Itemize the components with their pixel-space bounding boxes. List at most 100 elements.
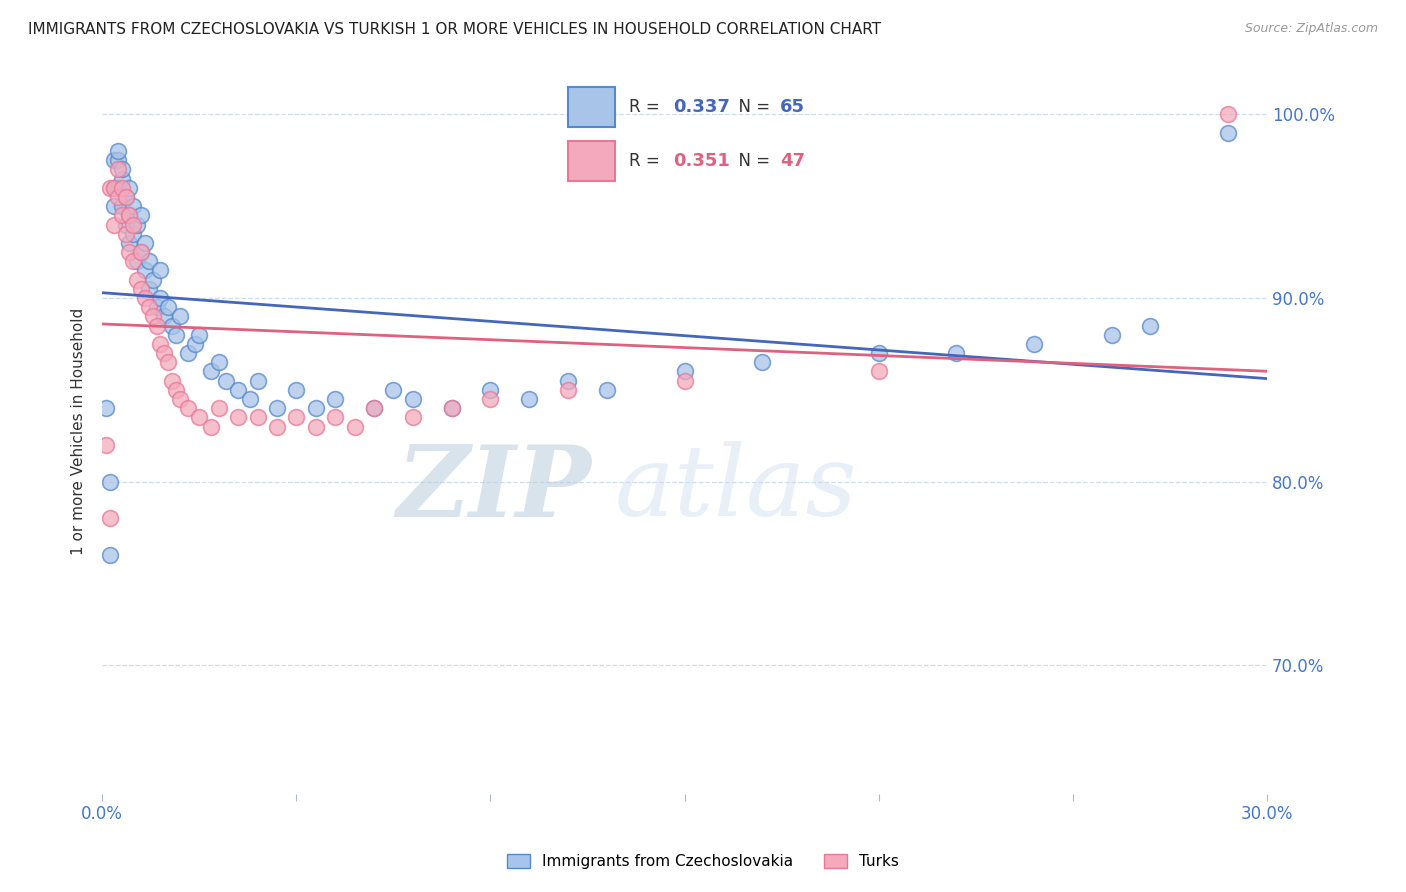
Point	[127, 218, 149, 232]
Text: IMMIGRANTS FROM CZECHOSLOVAKIA VS TURKISH 1 OR MORE VEHICLES IN HOUSEHOLD CORREL: IMMIGRANTS FROM CZECHOSLOVAKIA VS TURKIS…	[28, 22, 882, 37]
Point	[160, 318, 183, 333]
Point	[138, 254, 160, 268]
Point	[129, 282, 152, 296]
Point	[138, 300, 160, 314]
Point	[127, 254, 149, 268]
Point	[149, 263, 172, 277]
Point	[382, 383, 405, 397]
Point	[114, 227, 136, 241]
Point	[122, 218, 145, 232]
Point	[363, 401, 385, 416]
Point	[440, 401, 463, 416]
Point	[134, 263, 156, 277]
Text: 0.351: 0.351	[673, 152, 730, 170]
Point	[402, 410, 425, 425]
Point	[111, 171, 134, 186]
Point	[114, 218, 136, 232]
Point	[479, 383, 502, 397]
Point	[98, 548, 121, 562]
Point	[226, 410, 249, 425]
Point	[517, 392, 540, 406]
Point	[111, 199, 134, 213]
Point	[176, 401, 198, 416]
Point	[111, 162, 134, 177]
Point	[751, 355, 773, 369]
Text: Source: ZipAtlas.com: Source: ZipAtlas.com	[1244, 22, 1378, 36]
Point	[176, 346, 198, 360]
Point	[266, 419, 288, 434]
FancyBboxPatch shape	[568, 141, 614, 181]
Point	[868, 364, 890, 378]
Point	[149, 291, 172, 305]
Point	[246, 374, 269, 388]
Text: atlas: atlas	[614, 442, 858, 537]
Point	[129, 208, 152, 222]
Point	[107, 181, 129, 195]
Point	[111, 208, 134, 222]
Point	[134, 291, 156, 305]
Point	[118, 208, 141, 222]
Text: N =: N =	[728, 152, 775, 170]
Point	[557, 383, 579, 397]
Point	[160, 374, 183, 388]
Text: ZIP: ZIP	[396, 441, 592, 537]
Point	[239, 392, 262, 406]
Point	[153, 310, 176, 324]
Point	[98, 181, 121, 195]
Point	[305, 419, 328, 434]
Point	[145, 300, 167, 314]
Point	[122, 199, 145, 213]
Point	[157, 355, 180, 369]
Point	[142, 310, 165, 324]
Point	[945, 346, 967, 360]
Point	[169, 310, 191, 324]
Point	[323, 410, 346, 425]
Y-axis label: 1 or more Vehicles in Household: 1 or more Vehicles in Household	[72, 308, 86, 555]
Point	[226, 383, 249, 397]
Point	[107, 153, 129, 168]
Point	[111, 181, 134, 195]
Point	[200, 364, 222, 378]
Point	[1216, 107, 1239, 121]
Point	[596, 383, 619, 397]
Text: N =: N =	[728, 97, 775, 116]
Point	[142, 272, 165, 286]
Point	[246, 410, 269, 425]
Point	[149, 337, 172, 351]
Point	[215, 374, 238, 388]
Point	[1022, 337, 1045, 351]
Point	[118, 208, 141, 222]
Point	[98, 511, 121, 525]
Point	[169, 392, 191, 406]
Point	[94, 401, 117, 416]
Point	[94, 438, 117, 452]
Point	[145, 318, 167, 333]
Point	[103, 218, 125, 232]
Point	[673, 364, 696, 378]
Point	[103, 181, 125, 195]
Point	[157, 300, 180, 314]
Point	[266, 401, 288, 416]
Point	[557, 374, 579, 388]
Point	[118, 181, 141, 195]
Point	[673, 374, 696, 388]
Point	[107, 144, 129, 158]
Point	[868, 346, 890, 360]
Point	[107, 162, 129, 177]
Point	[153, 346, 176, 360]
Point	[127, 272, 149, 286]
Text: 0.337: 0.337	[673, 97, 730, 116]
Point	[208, 401, 231, 416]
Point	[107, 190, 129, 204]
Point	[1216, 126, 1239, 140]
Legend: Immigrants from Czechoslovakia, Turks: Immigrants from Czechoslovakia, Turks	[501, 848, 905, 875]
Point	[285, 410, 308, 425]
Point	[343, 419, 366, 434]
Point	[122, 227, 145, 241]
Point	[305, 401, 328, 416]
Point	[114, 190, 136, 204]
Point	[138, 282, 160, 296]
Point	[208, 355, 231, 369]
Point	[1101, 327, 1123, 342]
Point	[479, 392, 502, 406]
